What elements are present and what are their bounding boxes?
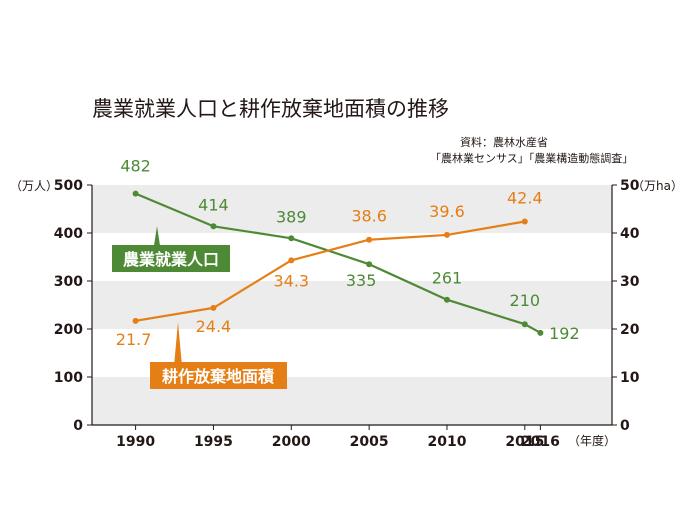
x-tick-label: 1995: [194, 434, 233, 450]
left-axis-label: （万人）: [10, 179, 58, 193]
callout-pointer-abandoned-land: [174, 322, 182, 366]
x-tick-label: 2010: [427, 434, 466, 450]
grid: [92, 185, 612, 425]
data-label: 39.6: [429, 202, 465, 221]
grid-band: [92, 281, 612, 329]
x-axis-label: （年度）: [568, 433, 616, 448]
axes: 0 100 200 300 400 500 0 10 20 30 40 50 1990 1995 2000 2…: [54, 178, 640, 450]
data-label: 414: [198, 195, 229, 214]
x-tick-label: 1990: [116, 434, 155, 450]
data-point: [132, 317, 139, 324]
data-point: [521, 321, 528, 328]
data-label: 38.6: [351, 207, 387, 226]
series-name-abandoned-land: 耕作放棄地面積: [162, 367, 275, 386]
data-point: [366, 236, 373, 243]
data-point: [288, 235, 295, 242]
data-point: [366, 261, 373, 268]
series: [132, 190, 544, 336]
right-tick-label: 20: [620, 322, 640, 338]
right-tick-label: 30: [620, 274, 640, 290]
data-labels: 482 414 389 335 261 210 192 21.7 24.4 34.3 38.6 39.…: [116, 157, 580, 349]
data-point: [210, 223, 217, 230]
data-point: [132, 190, 139, 197]
data-label: 192: [549, 324, 580, 343]
data-label: 34.3: [273, 271, 309, 290]
data-label: 42.4: [507, 188, 543, 207]
right-axis-label: （万ha）: [632, 179, 680, 193]
data-label: 24.4: [196, 317, 232, 336]
chart-title: 農業就業人口と耕作放棄地面積の推移: [92, 97, 449, 121]
left-tick-label: 200: [54, 322, 83, 338]
data-point: [443, 296, 450, 303]
data-point: [288, 257, 295, 264]
data-label: 261: [432, 269, 463, 288]
data-label: 210: [510, 291, 541, 310]
data-label: 21.7: [116, 330, 152, 349]
x-tick-label: 2016: [521, 434, 560, 450]
data-point: [443, 231, 450, 238]
left-tick-label: 500: [54, 178, 83, 194]
callout-box-abandoned-land: [150, 362, 287, 389]
x-tick-label: 2005: [350, 434, 389, 450]
source-line-1: 資料：農林水産省: [460, 135, 548, 149]
series-line-abandoned-land: [135, 220, 526, 322]
x-tick-label: 2015: [505, 434, 544, 450]
callout-box-farm-workers: [112, 245, 230, 272]
data-label: 389: [276, 207, 307, 226]
left-tick-label: 100: [54, 370, 83, 386]
x-tick-label: 2000: [272, 434, 311, 450]
source-line-2: 「農林業センサス」「農業構造動態調査」: [430, 151, 633, 165]
data-label: 335: [346, 271, 377, 290]
data-label: 482: [120, 157, 151, 176]
right-tick-label: 10: [620, 370, 640, 386]
left-tick-label: 400: [54, 226, 83, 242]
left-tick-label: 0: [73, 418, 83, 434]
series-name-farm-workers: 農業就業人口: [123, 250, 219, 269]
data-point: [521, 218, 528, 225]
right-tick-label: 40: [620, 226, 640, 242]
grid-band: [92, 185, 612, 233]
right-tick-label: 50: [620, 178, 640, 194]
data-point: [210, 304, 217, 311]
right-tick-label: 0: [620, 418, 630, 434]
left-tick-label: 300: [54, 274, 83, 290]
data-point: [537, 329, 544, 336]
